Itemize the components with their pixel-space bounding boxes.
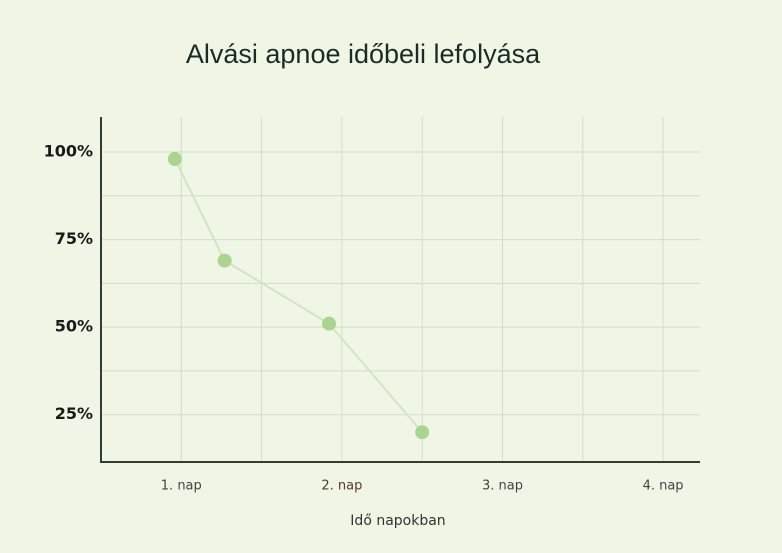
point: [167, 152, 182, 167]
point: [217, 253, 232, 268]
x-axis-label: Idő napokban: [350, 513, 445, 529]
point: [415, 425, 430, 440]
x-tick-label: 2. nap: [321, 479, 362, 494]
y-tick-label: 25%: [55, 404, 93, 423]
x-tick-label: 4. nap: [643, 479, 684, 494]
line: [173, 158, 423, 433]
chart-title: Alvási apnoe időbeli lefolyása: [186, 39, 541, 69]
y-tick-label: 50%: [55, 317, 93, 336]
point: [322, 316, 337, 331]
y-tick-label: 100%: [44, 142, 93, 161]
x-tick-label: 3. nap: [482, 479, 523, 494]
y-tick-label: 75%: [55, 229, 93, 248]
x-tick-label: 1. nap: [161, 479, 202, 494]
